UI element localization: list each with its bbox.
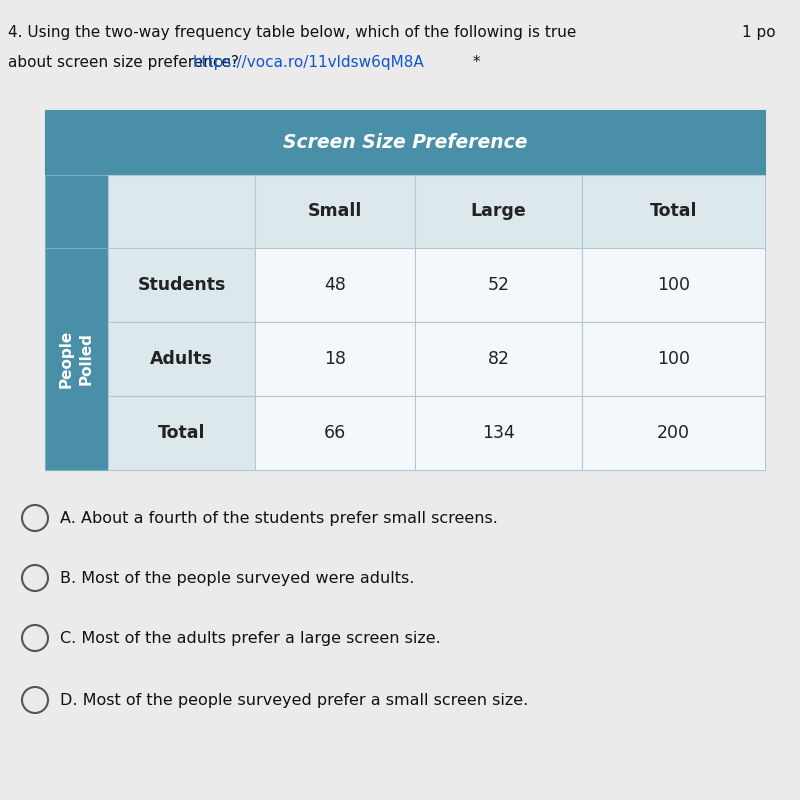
Text: about screen size preference?: about screen size preference? [8,55,244,70]
Bar [582,175,765,248]
Text: C. Most of the adults prefer a large screen size.: C. Most of the adults prefer a large scr… [60,630,441,646]
Text: Adults: Adults [150,350,213,368]
Text: B. Most of the people surveyed were adults.: B. Most of the people surveyed were adul… [60,570,414,586]
Text: 100: 100 [657,350,690,368]
Text: Screen Size Preference: Screen Size Preference [282,133,527,152]
Text: https://voca.ro/11vldsw6qM8A: https://voca.ro/11vldsw6qM8A [193,55,425,70]
Text: 134: 134 [482,424,515,442]
Text: 48: 48 [324,276,346,294]
Text: 4. Using the two-way frequency table below, which of the following is true: 4. Using the two-way frequency table bel… [8,25,576,40]
Bar [108,248,255,322]
Text: Small: Small [308,202,362,221]
Text: D. Most of the people surveyed prefer a small screen size.: D. Most of the people surveyed prefer a … [60,693,528,707]
Bar [45,248,108,470]
Bar [255,396,415,470]
Bar [582,322,765,396]
Bar [582,396,765,470]
Bar [108,175,255,248]
Text: 1 po: 1 po [742,25,776,40]
Text: 82: 82 [487,350,510,368]
Text: 66: 66 [324,424,346,442]
Bar [582,248,765,322]
Bar [415,248,582,322]
Text: A. About a fourth of the students prefer small screens.: A. About a fourth of the students prefer… [60,510,498,526]
Text: 18: 18 [324,350,346,368]
Bar [415,175,582,248]
Bar [108,322,255,396]
Bar [415,396,582,470]
Bar [415,322,582,396]
Bar [255,322,415,396]
Text: Students: Students [138,276,226,294]
Text: 100: 100 [657,276,690,294]
Bar [255,248,415,322]
Text: Total: Total [650,202,698,221]
Bar [255,175,415,248]
Text: People
Polled: People Polled [59,330,94,388]
Bar [108,396,255,470]
Text: Total: Total [158,424,206,442]
Bar [45,110,765,175]
Text: 200: 200 [657,424,690,442]
Bar [45,175,108,248]
Text: Large: Large [470,202,526,221]
Text: *: * [468,55,481,70]
Text: 52: 52 [487,276,510,294]
